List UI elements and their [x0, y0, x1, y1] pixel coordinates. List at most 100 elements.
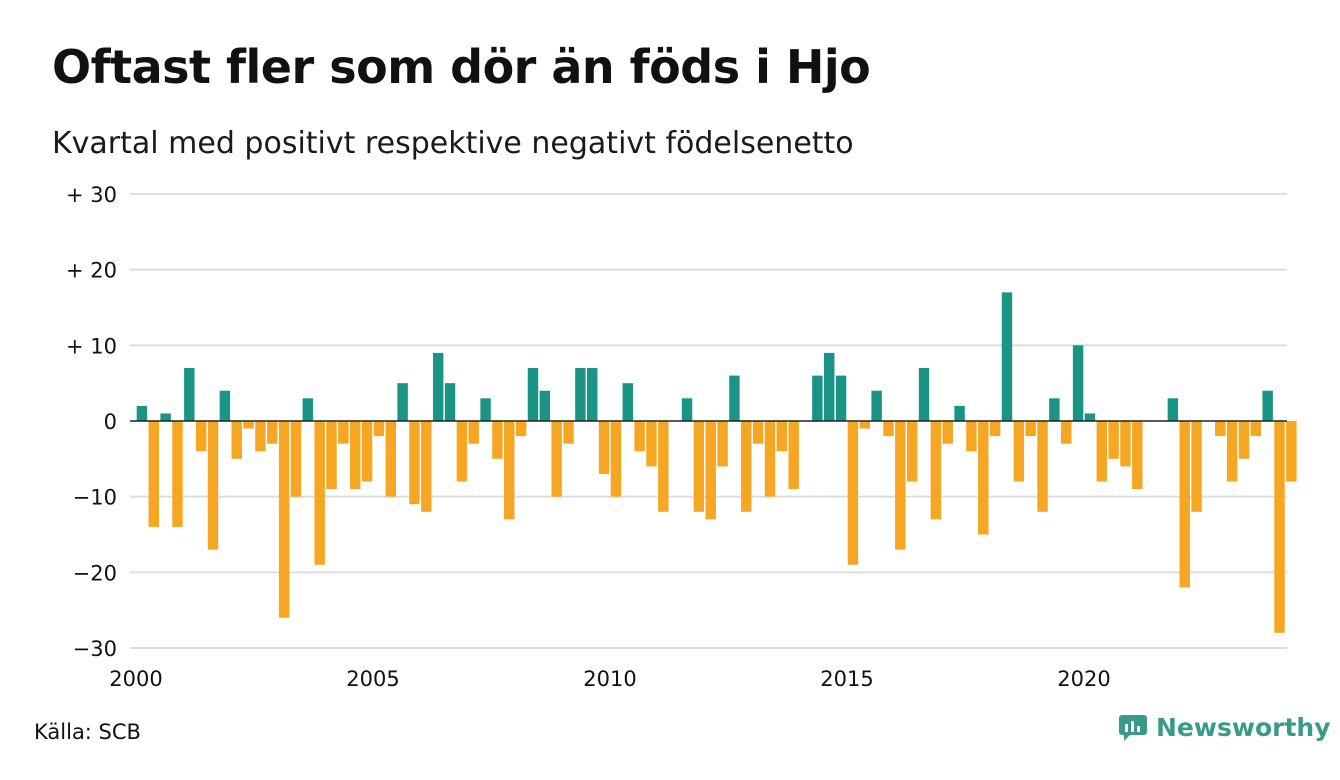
bar-negative [906, 421, 918, 482]
y-tick-label: + 10 [66, 334, 117, 358]
bar-positive [835, 375, 847, 421]
bar-negative [1025, 421, 1036, 437]
bar-negative [551, 421, 562, 497]
bar-negative [563, 421, 574, 444]
brand-logo[interactable]: Newsworthy [1118, 712, 1331, 742]
bar-positive [1049, 398, 1060, 421]
x-tick-label: 2015 [820, 667, 873, 691]
bar-negative [693, 421, 705, 512]
bar-negative [373, 421, 385, 437]
bar-negative [1096, 421, 1107, 482]
bar-negative [468, 421, 479, 444]
bar-positive [219, 390, 231, 421]
bar-negative [338, 421, 349, 444]
bar-positive [136, 405, 148, 421]
y-axis-ticks: + 30 + 20 + 10 0 −10 −20 −30 [66, 183, 117, 661]
bar-negative [255, 421, 266, 452]
bar-negative [966, 421, 977, 452]
bar-negative [421, 421, 432, 512]
bar-positive [539, 390, 551, 421]
bar-negative [978, 421, 989, 535]
bar-negative [1179, 421, 1190, 588]
bar-positive [432, 352, 444, 421]
bar-negative [278, 421, 290, 618]
bar-negative [361, 421, 373, 482]
bar-negative [764, 421, 776, 497]
bar-negative [776, 421, 788, 452]
bar-negative [290, 421, 302, 497]
bar-negative [989, 421, 1001, 437]
y-tick-label: 0 [104, 410, 117, 434]
newsworthy-logo-icon [1119, 715, 1147, 741]
bar-negative [752, 421, 764, 444]
source-note: Källa: SCB [34, 720, 141, 744]
y-tick-label: + 20 [66, 259, 117, 283]
bar-negative [646, 421, 657, 467]
bar-positive [527, 368, 539, 421]
bar-positive [587, 368, 598, 421]
bar-negative [148, 421, 159, 527]
bar-chart: + 30+ 20+ 100−10−20−30 2000 2005 2010 2015 2… [66, 183, 1297, 691]
bar-negative [504, 421, 515, 520]
bar-negative [634, 421, 645, 452]
bar-positive [824, 352, 835, 421]
x-tick-label: 2020 [1057, 667, 1110, 691]
bar-negative [1037, 421, 1048, 512]
bar-negative [598, 421, 610, 474]
bar-positive [160, 413, 171, 421]
bar-negative [195, 421, 207, 452]
bar-negative [1226, 421, 1238, 482]
bar-positive [729, 375, 740, 421]
bar-negative [1191, 421, 1202, 512]
bar-negative [1286, 421, 1297, 482]
bar-positive [575, 368, 586, 421]
x-tick-label: 2010 [583, 667, 636, 691]
bar-positive [622, 383, 633, 421]
bar-negative [1238, 421, 1250, 459]
bar-negative [930, 421, 942, 520]
bar-negative [1061, 421, 1072, 444]
bar-positive [681, 398, 693, 421]
bar-negative [326, 421, 337, 490]
bar-negative [859, 421, 870, 429]
bar-positive [1072, 345, 1084, 421]
bar-positive [954, 405, 965, 421]
bar-negative [741, 421, 752, 512]
bar-negative [883, 421, 894, 437]
bar-negative [1013, 421, 1025, 482]
bar-positive [444, 383, 456, 421]
bar-negative [895, 421, 906, 550]
bar-negative [409, 421, 420, 505]
bar-positive [1262, 390, 1273, 421]
chart-subtitle: Kvartal med positivt respektive negativt… [52, 126, 854, 161]
bar-negative [385, 421, 396, 497]
bar-positive [812, 375, 823, 421]
bar-positive [1167, 398, 1179, 421]
bar-negative [1215, 421, 1226, 437]
bar-negative [172, 421, 183, 527]
y-tick-label: −20 [73, 561, 117, 585]
bar-positive [480, 398, 491, 421]
bar-negative [705, 421, 716, 520]
bar-negative [314, 421, 325, 565]
bar-negative [1108, 421, 1119, 459]
x-axis-ticks: 2000 2005 2010 2015 2020 [109, 667, 1110, 691]
bar-negative [267, 421, 278, 444]
y-tick-label: + 30 [66, 183, 117, 207]
bar-negative [492, 421, 503, 459]
brand-name: Newsworthy [1156, 712, 1331, 742]
bar-negative [350, 421, 361, 490]
bars [136, 292, 1297, 633]
bar-negative [1250, 421, 1262, 437]
bar-negative [610, 421, 622, 497]
bar-negative [207, 421, 219, 550]
bar-negative [717, 421, 728, 467]
bar-positive [1084, 413, 1096, 421]
bar-positive [918, 368, 930, 421]
bar-negative [658, 421, 669, 512]
bar-negative [515, 421, 527, 437]
bar-positive [302, 398, 314, 421]
bar-negative [1274, 421, 1285, 633]
y-tick-label: −30 [73, 637, 117, 661]
bar-positive [397, 383, 408, 421]
